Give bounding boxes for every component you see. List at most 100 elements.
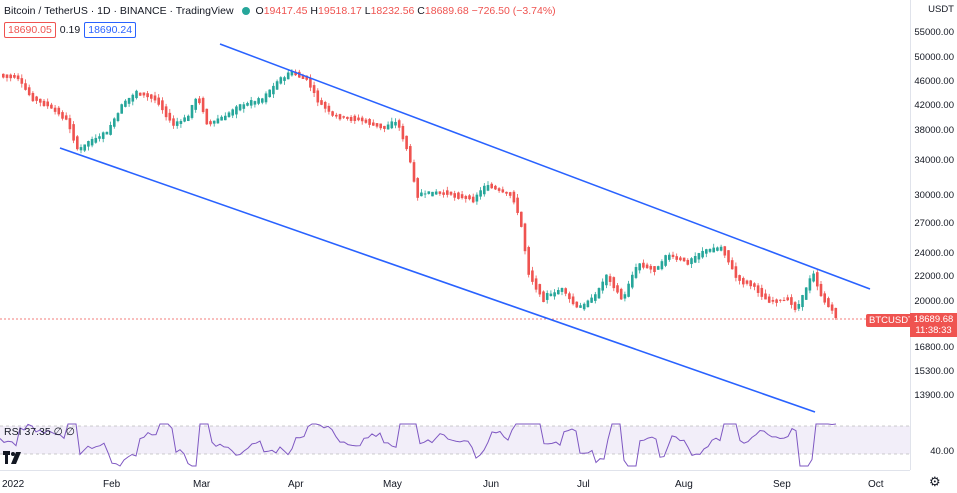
rsi-value: 37.35	[24, 426, 51, 438]
candle-body	[523, 223, 527, 252]
time-label: Apr	[288, 479, 304, 490]
channel-lower-trendline[interactable]	[59, 147, 816, 413]
candle-body	[175, 121, 179, 126]
tradingview-logo-icon[interactable]	[3, 449, 25, 467]
market-status-dot	[241, 7, 250, 15]
channel-upper-trendline[interactable]	[219, 43, 871, 290]
candle-body	[286, 72, 290, 80]
candle-body	[782, 299, 786, 302]
low-value: 18232.56	[370, 5, 415, 17]
candle-body	[464, 196, 468, 199]
candle-body	[479, 190, 482, 197]
currency-label[interactable]: USDT	[928, 4, 954, 15]
candle-body	[749, 280, 752, 287]
buy-button[interactable]: 18690.24	[84, 22, 137, 38]
candle-body	[623, 294, 627, 299]
price-label: 24000.00	[914, 248, 954, 259]
candle-body	[827, 298, 830, 308]
candle-body	[753, 283, 756, 287]
candle-body	[101, 132, 105, 139]
candle-body	[512, 191, 516, 203]
candle-body	[790, 297, 793, 305]
candle-body	[46, 101, 49, 107]
candle-body	[338, 114, 342, 120]
rsi-canvas[interactable]	[0, 422, 910, 470]
candle-body	[542, 291, 545, 303]
candle-body	[309, 78, 312, 88]
trade-buttons: 18690.05 0.19 18690.24	[4, 22, 140, 38]
candle-body	[557, 290, 560, 295]
candle-body	[116, 113, 120, 122]
candle-body	[312, 85, 316, 94]
rsi-legend: RSI 37.35 ∅ ∅	[4, 426, 75, 438]
candle-body	[83, 144, 86, 151]
candle-body	[531, 270, 534, 282]
candle-body	[471, 196, 475, 203]
candle-body	[775, 299, 778, 303]
rsi-params: ∅ ∅	[53, 426, 75, 438]
spread-value: 0.19	[59, 24, 81, 36]
candle-body	[645, 264, 649, 269]
candle-body	[742, 278, 745, 285]
candle-body	[290, 71, 294, 76]
candle-body	[716, 247, 719, 251]
candle-body	[94, 137, 98, 143]
candle-body	[564, 288, 567, 294]
candle-body	[131, 94, 135, 102]
candle-body	[723, 246, 727, 256]
candle-body	[220, 116, 223, 121]
candle-body	[705, 249, 708, 254]
candle-body	[168, 112, 172, 121]
candle-body	[346, 116, 349, 119]
candle-body	[357, 117, 360, 121]
candle-body	[9, 74, 12, 79]
price-label: 50000.00	[914, 52, 954, 63]
candle-body	[205, 108, 209, 125]
candle-body	[590, 297, 593, 303]
candle-body	[198, 98, 201, 104]
candle-body	[834, 307, 838, 319]
symbol-title[interactable]: Bitcoin / TetherUS · 1D · BINANCE · Trad…	[4, 5, 234, 17]
candle-body	[575, 301, 579, 308]
candle-body	[64, 115, 68, 120]
price-label: 55000.00	[914, 27, 954, 38]
rsi-level-label: 40.00	[930, 446, 954, 457]
candle-body	[427, 191, 431, 194]
candle-body	[412, 162, 416, 182]
candle-body	[686, 259, 690, 265]
candle-body	[316, 90, 320, 103]
candle-body	[42, 100, 46, 106]
candle-body	[127, 97, 131, 104]
candle-body	[812, 273, 815, 282]
candle-body	[153, 95, 157, 101]
candle-body	[113, 118, 116, 127]
price-chart[interactable]: Bitcoin / TetherUS · 1D · BINANCE · Trad…	[0, 0, 917, 420]
candle-body	[216, 118, 220, 124]
symbol-price-tag: BTCUSDT	[866, 314, 917, 327]
candle-body	[90, 138, 94, 146]
candle-body	[627, 283, 630, 297]
candle-body	[638, 263, 641, 271]
price-label: 30000.00	[914, 190, 954, 201]
rsi-label[interactable]: RSI	[4, 426, 22, 438]
candle-body	[734, 266, 738, 278]
price-label: 15300.00	[914, 366, 954, 377]
candle-body	[793, 302, 797, 311]
price-chart-canvas[interactable]	[0, 0, 910, 420]
candle-body	[457, 192, 460, 199]
settings-gear-icon[interactable]: ⚙	[929, 474, 941, 489]
candle-body	[653, 266, 656, 273]
rsi-pane[interactable]: RSI 37.35 ∅ ∅	[0, 422, 910, 470]
candle-body	[201, 97, 205, 113]
time-axis[interactable]: 2022 Feb Mar Apr May Jun Jul Aug Sep Oct	[0, 470, 910, 493]
price-scale[interactable]: USDT 55000.00 50000.00 46000.00 42000.00 380…	[910, 0, 957, 470]
candle-body	[586, 300, 590, 308]
candle-body	[179, 120, 183, 124]
candle-body	[13, 74, 16, 78]
candle-body	[605, 274, 608, 286]
candle-body	[771, 299, 775, 302]
candle-body	[275, 81, 279, 90]
price-label: 22000.00	[914, 271, 954, 282]
sell-button[interactable]: 18690.05	[4, 22, 56, 38]
candle-body	[257, 98, 260, 104]
